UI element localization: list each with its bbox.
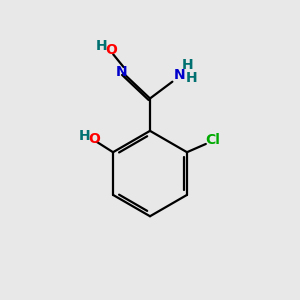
Text: H: H: [79, 129, 91, 143]
Text: H: H: [96, 39, 108, 53]
Text: Cl: Cl: [205, 134, 220, 147]
Text: H: H: [186, 71, 198, 85]
Text: O: O: [88, 132, 100, 146]
Text: N: N: [174, 68, 185, 82]
Text: H: H: [182, 58, 194, 72]
Text: O: O: [105, 43, 117, 57]
Text: N: N: [116, 65, 128, 79]
